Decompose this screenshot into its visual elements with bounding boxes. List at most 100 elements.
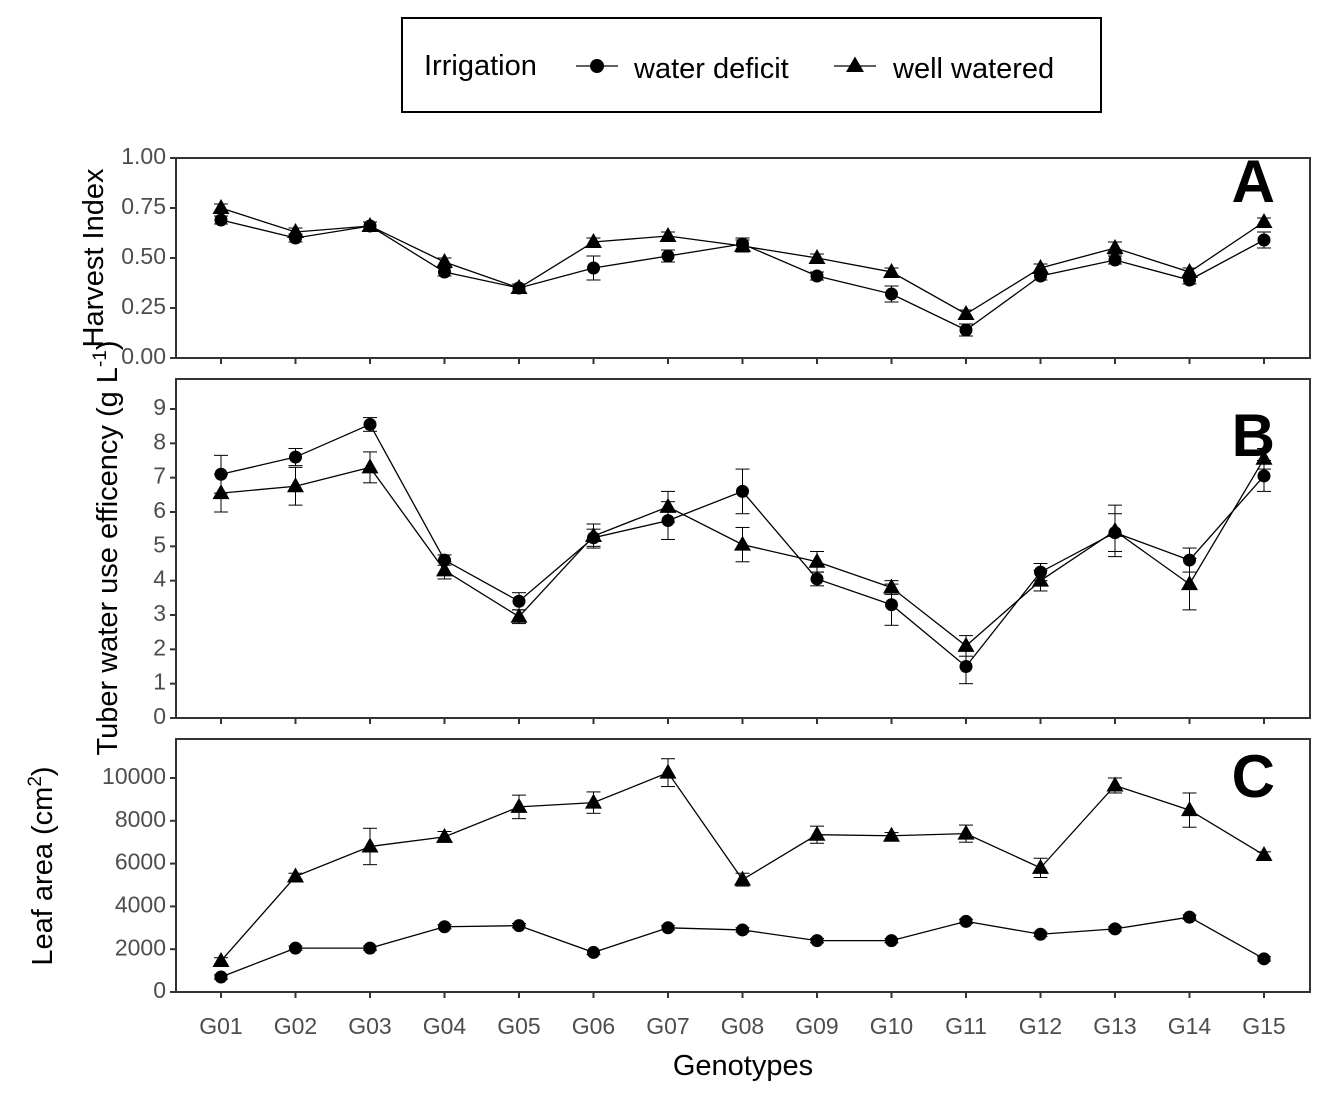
panel-c-y-axis-title: Leaf area (cm2) [25,766,59,965]
panel-c-point-well-watered [287,867,304,883]
panel-a-point-well-watered [585,233,602,248]
panel-c-frame [175,738,1311,993]
panel-c-point-well-watered [1255,846,1273,862]
panel-b: 0 1 2 3 4 5 6 7 8 9 B Tuber water use efficency (… [90,340,1311,756]
x-tick-label-g01: G01 [199,1013,242,1039]
panel-b-y-tick-label: 4 [153,566,166,592]
panel-b-y-axis-title: Tuber water use efficency (g L-1) [90,340,124,755]
panel-c-y-title-main: Leaf area (cm [27,787,59,966]
panel-a: 0.00 0.25 0.50 0.75 1.00 A Harvest Index [78,143,1311,369]
panel-a-point-water-deficit [587,261,600,275]
panel-c-point-water-deficit [1183,910,1196,924]
panel-b-series-well-watered [212,447,1273,657]
x-axis-title: Genotypes [673,1050,813,1082]
panel-c-point-water-deficit [214,970,228,984]
x-axis: G01 G02 G03 G04 G05 G06 G07 G08 G09 G10 G11 G12 G13 G… [199,1013,1285,1039]
panel-b-point-well-watered [1181,575,1198,591]
legend-entry-well-watered: well watered [892,53,1054,85]
panel-a-point-well-watered [287,223,304,238]
panel-b-y-tick-label: 1 [153,669,166,695]
panel-c-point-well-watered [808,825,826,841]
panel-a-point-water-deficit [438,265,451,279]
x-tick-label-g14: G14 [1168,1013,1212,1039]
panel-c-point-water-deficit [661,921,675,935]
panel-b-y-tick-label: 0 [153,703,166,729]
legend-triangle-icon [846,56,864,72]
x-tick-label-g08: G08 [721,1013,764,1039]
panel-a-line-water-deficit [220,219,1265,331]
panel-b-point-well-watered [734,535,751,551]
panel-a-series-well-watered [212,199,1273,320]
panel-a-point-well-watered [1032,259,1049,274]
panel-a-point-well-watered [212,199,230,214]
panel-c-point-water-deficit [1257,952,1271,966]
panel-b-y-axis: 0 1 2 3 4 5 6 7 8 9 [153,394,176,729]
panel-b-y-title-sup: -1 [90,350,111,367]
panel-b-point-well-watered [1255,449,1273,465]
panel-a-point-well-watered [659,227,677,242]
panel-a-point-well-watered [1181,263,1198,278]
panel-b-point-well-watered [1032,571,1049,587]
panel-c-series-well-watered [212,758,1273,967]
panel-c-y-title-sup: 2 [25,776,46,787]
legend-circle-icon [590,59,604,73]
panel-a-y-tick-label: 0.50 [121,243,166,269]
panel-b-point-water-deficit [810,572,824,586]
x-tick-label-g12: G12 [1019,1013,1062,1039]
panel-a-frame [175,157,1311,359]
panel-c-point-water-deficit [289,941,302,955]
panel-b-y-title-main: Tuber water use efficency (g L [92,367,124,755]
x-tick-label-g03: G03 [348,1013,391,1039]
panel-b-point-well-watered [808,552,826,568]
panel-a-point-well-watered [1255,213,1273,228]
panel-a-point-water-deficit [1108,253,1122,267]
panel-a-point-well-watered [436,253,453,268]
panel-c-point-water-deficit [512,919,526,933]
panel-c-y-title-end: ) [27,766,59,776]
x-tick-label-g13: G13 [1093,1013,1136,1039]
panel-c-series-water-deficit [214,910,1271,984]
panel-b-y-title-end: ) [92,340,124,350]
panel-c-y-tick-label: 10000 [102,763,166,789]
panel-b-point-well-watered [212,484,230,500]
panel-a-y-axis: 0.00 0.25 0.50 0.75 1.00 [121,143,176,369]
panel-b-point-well-watered [585,527,602,543]
legend-box [401,17,1102,113]
panel-c: 0 2000 4000 6000 8000 10000 C Leaf area (cm2)… [25,738,1311,1082]
panel-a-point-well-watered [734,237,751,252]
panel-a-point-water-deficit [1257,233,1271,247]
panel-b-letter: B [1232,402,1275,469]
panel-a-point-well-watered [957,305,975,320]
x-tick-label-g11: G11 [945,1013,987,1039]
panel-c-point-well-watered [734,870,751,886]
panel-b-point-water-deficit [1257,469,1271,483]
panel-b-y-tick-label: 5 [153,531,166,557]
panel-c-point-well-watered [510,797,528,813]
panel-c-point-water-deficit [1034,927,1047,941]
x-tick-label-g09: G09 [795,1013,838,1039]
panel-b-y-tick-label: 6 [153,497,166,523]
panel-c-point-well-watered [361,837,379,853]
panel-c-point-well-watered [883,826,900,842]
panel-a-point-water-deficit [810,269,824,283]
panel-b-point-well-watered [1106,521,1124,537]
panel-a-y-axis-title: Harvest Index [78,168,110,347]
panel-b-y-tick-label: 8 [153,428,166,454]
panel-c-y-tick-label: 0 [153,977,166,1003]
panel-b-point-well-watered [436,561,453,577]
panel-c-point-water-deficit [363,941,377,955]
panel-c-point-water-deficit [810,934,824,948]
panel-a-y-tick-label: 0.75 [121,193,166,219]
panel-a-point-well-watered [510,279,528,294]
panel-c-point-well-watered [957,824,975,840]
x-tick-label-g04: G04 [423,1013,467,1039]
panel-a-y-tick-label: 1.00 [121,143,166,169]
legend: Irrigation water deficit well watered [401,17,1102,113]
panel-b-y-tick-label: 9 [153,394,166,420]
panel-c-point-water-deficit [885,934,898,948]
x-tick-label-g07: G07 [646,1013,689,1039]
panel-c-point-well-watered [585,793,602,809]
panel-c-point-well-watered [1181,801,1198,817]
panel-b-point-well-watered [510,607,528,623]
